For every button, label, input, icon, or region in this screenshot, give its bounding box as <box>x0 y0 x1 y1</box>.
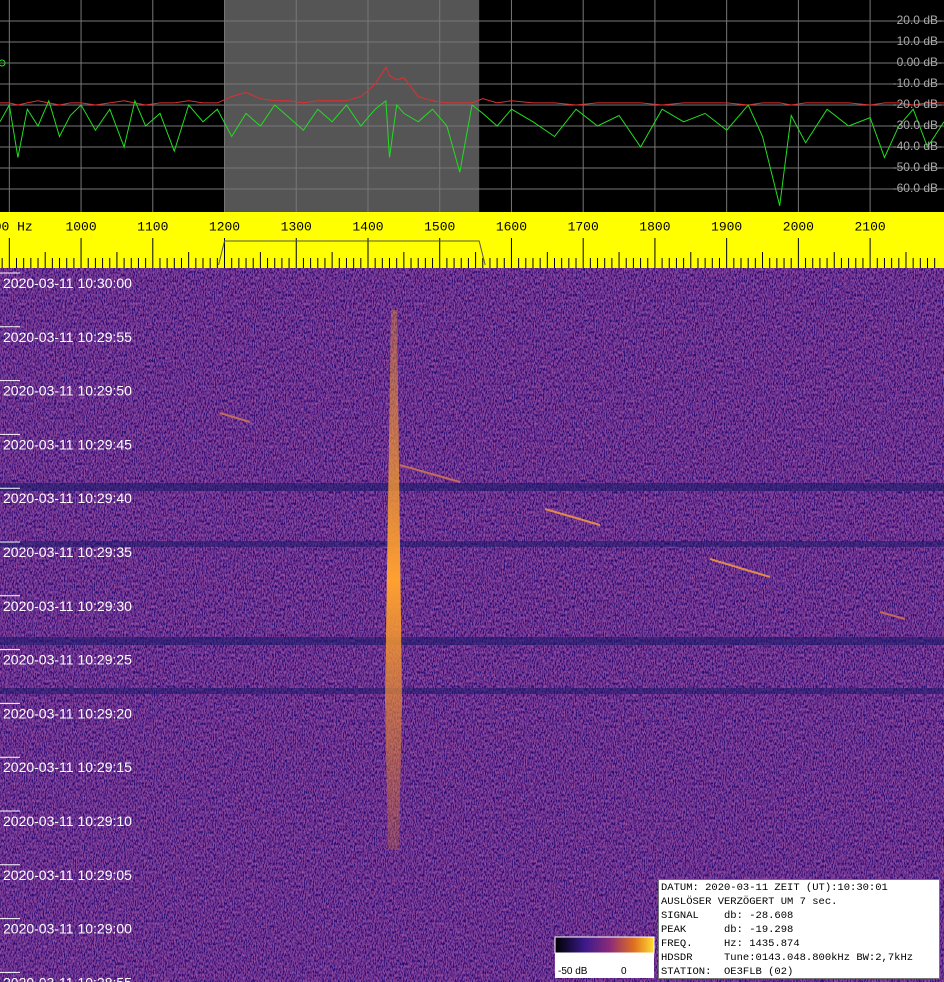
meteor-streak <box>879 611 906 620</box>
y-tick-label: -10.0 dB- <box>893 76 942 90</box>
y-tick-label: -20.0 dB- <box>893 97 942 111</box>
x-tick-label: 900 Hz <box>0 219 33 234</box>
y-tick-label: -30.0 dB- <box>893 118 942 132</box>
meteor-streak <box>709 558 771 578</box>
timestamp: 2020-03-11 10:29:40 <box>3 490 132 506</box>
info-line: FREQ. Hz: 1435.874 <box>661 938 800 950</box>
y-tick-label: -40.0 dB- <box>893 139 942 153</box>
x-tick-label: 2000 <box>783 219 814 234</box>
y-tick-label: 10.0 dB- <box>897 34 942 48</box>
colorbar-label: -50 dB <box>558 966 588 977</box>
info-line: AUSLÖSER VERZÖGERT UM 7 sec. <box>661 896 838 908</box>
signal-trace <box>385 310 402 850</box>
meteor-streak <box>544 508 601 526</box>
x-tick-label: 1900 <box>711 219 742 234</box>
timestamp: 2020-03-11 10:29:25 <box>3 652 132 668</box>
info-line: PEAK db: -19.298 <box>661 924 794 936</box>
waterfall-noise <box>0 268 944 982</box>
series-line <box>0 99 944 206</box>
marker <box>0 59 6 67</box>
dark-band <box>0 541 944 547</box>
series-line <box>0 66 944 106</box>
x-tick-label: 1600 <box>496 219 527 234</box>
timestamp: 2020-03-11 10:29:15 <box>3 759 132 775</box>
timestamp: 2020-03-11 10:29:45 <box>3 436 132 452</box>
timestamps: 2020-03-11 10:30:00 2020-03-11 10:29:55 20… <box>0 272 132 982</box>
timestamp: 2020-03-11 10:29:10 <box>3 813 132 829</box>
dark-band <box>0 483 944 491</box>
timestamp: 2020-03-11 10:29:50 <box>3 383 132 399</box>
colorbar-label: 0 <box>621 966 627 977</box>
timestamp: 2020-03-11 10:29:00 <box>3 921 132 937</box>
x-tick-label: 1300 <box>281 219 312 234</box>
x-tick-label: 1000 <box>65 219 96 234</box>
timestamp: 2020-03-11 10:30:00 <box>3 275 132 291</box>
timestamp: 2020-03-11 10:29:35 <box>3 544 132 560</box>
colorbar-label-box <box>555 953 654 978</box>
timestamp: 2020-03-11 10:29:20 <box>3 705 132 721</box>
timestamp: 2020-03-11 10:28:55 <box>3 974 132 982</box>
info-box: DATUM: 2020-03-11 ZEIT (UT):10:30:01 AUSL… <box>658 879 940 979</box>
meteor-streak <box>399 464 461 483</box>
timestamp: 2020-03-11 10:29:55 <box>3 329 132 345</box>
x-tick-label: 2100 <box>855 219 886 234</box>
info-line: DATUM: 2020-03-11 ZEIT (UT):10:30:01 <box>661 882 888 894</box>
y-tick-label: -60.0 dB- <box>893 181 942 195</box>
info-line: SIGNAL db: -28.608 <box>661 910 794 922</box>
passband-bracket <box>218 240 486 266</box>
y-tick-label: -50.0 dB- <box>893 160 942 174</box>
dark-band <box>0 637 944 645</box>
timestamp: 2020-03-11 10:29:30 <box>3 598 132 614</box>
ruler-ticks: 900 Hz 1000 1100 1200 1300 1400 1500 1600 1700 18… <box>0 219 936 268</box>
timestamp: 2020-03-11 10:29:05 <box>3 867 132 883</box>
meteor-streak <box>219 412 251 423</box>
passband <box>224 0 480 212</box>
y-tick-label: 0.00 dB- <box>897 55 942 69</box>
dark-band <box>0 688 944 694</box>
y-tick-label: 20.0 dB- <box>897 13 942 27</box>
frequency-ruler <box>0 212 944 268</box>
spectrum: 20.0 dB- 10.0 dB- 0.00 dB- -10.0 dB- -20.0 d… <box>0 0 944 212</box>
x-tick-label: 1100 <box>137 219 168 234</box>
x-tick-label: 1500 <box>424 219 455 234</box>
x-tick-label: 1200 <box>209 219 240 234</box>
x-tick-label: 1700 <box>568 219 599 234</box>
info-line: HDSDR Tune:0143.048.800kHz BW:2,7kHz <box>661 952 914 964</box>
waterfall <box>0 268 944 982</box>
info-line: STATION: OE3FLB (02) <box>661 966 794 978</box>
colorbar <box>554 936 655 954</box>
x-tick-label: 1800 <box>639 219 670 234</box>
x-tick-label: 1400 <box>352 219 383 234</box>
